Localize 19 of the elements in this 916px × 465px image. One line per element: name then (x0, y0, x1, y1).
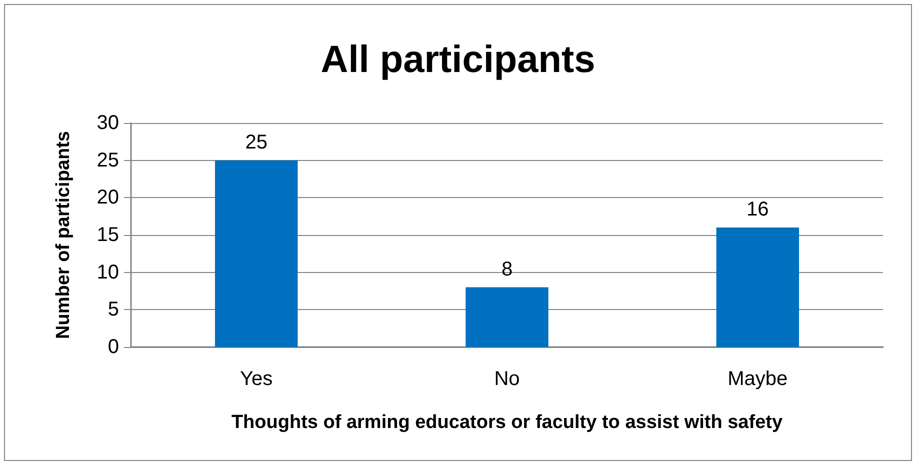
y-tick-label: 0 (108, 336, 119, 358)
bar (214, 160, 298, 347)
y-tick-label: 5 (108, 298, 119, 321)
data-label: 16 (746, 198, 769, 221)
data-label: 8 (501, 258, 513, 280)
y-axis-title: Number of participants (53, 131, 74, 339)
y-tick-label: 15 (96, 224, 119, 246)
x-tick-label: Maybe (728, 368, 788, 390)
y-tick-label: 25 (96, 149, 119, 172)
x-tick-label: No (494, 368, 520, 390)
x-axis-title: Thoughts of arming educators or faculty to assist with safety (231, 412, 783, 433)
y-tick-label: 10 (96, 261, 119, 284)
chart-title: All participants (320, 39, 596, 81)
x-tick-label: Yes (240, 368, 273, 390)
bar (716, 228, 800, 347)
y-tick-label: 20 (96, 186, 119, 209)
data-label: 25 (245, 131, 268, 154)
y-tick-label: 30 (96, 112, 119, 134)
bar (466, 287, 548, 347)
